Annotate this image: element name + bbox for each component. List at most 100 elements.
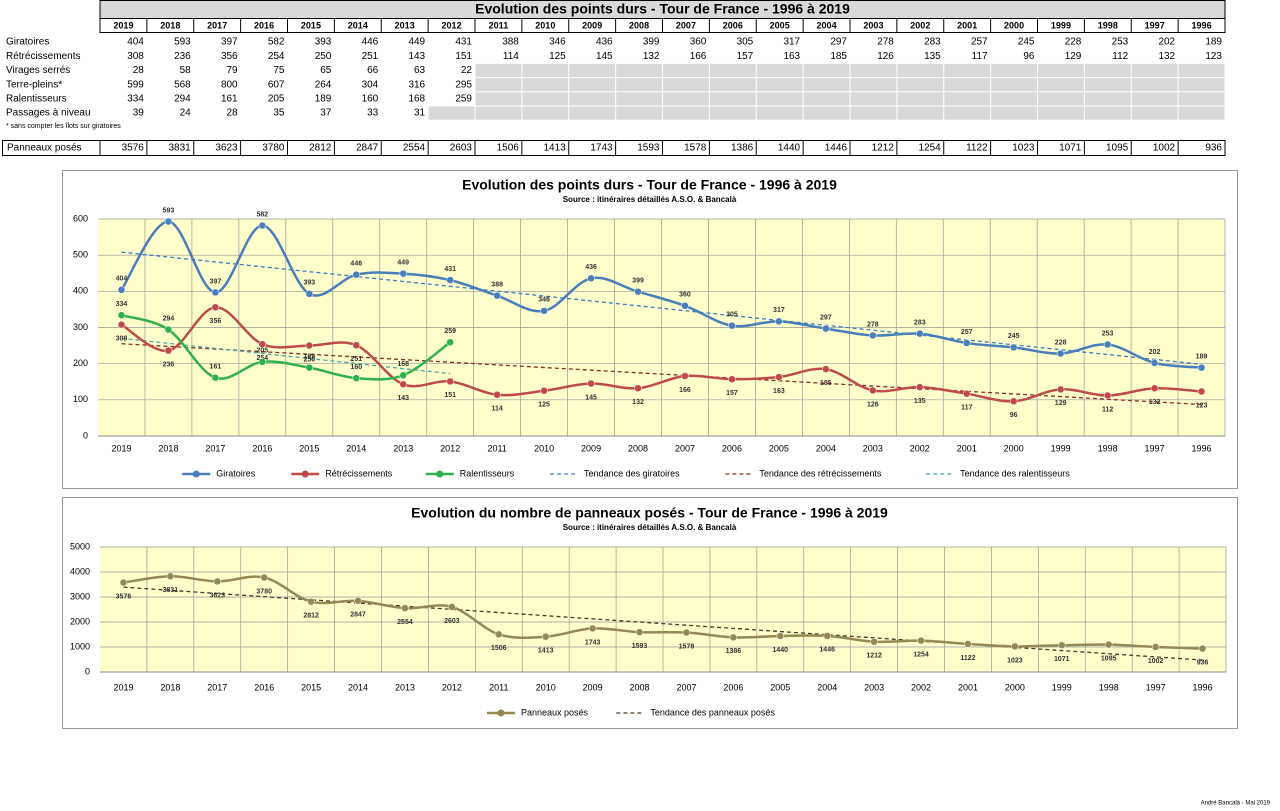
data-label: 125 [538,402,550,409]
point [117,311,126,319]
cell: 1743 [590,143,613,154]
empty-cell [1038,78,1084,92]
x-tick-label: 2005 [769,443,789,453]
cell: 1095 [1106,143,1129,154]
cell: 28 [227,108,239,119]
cell: 1578 [684,143,707,154]
cell: 1506 [497,143,520,154]
empty-cell [850,92,897,106]
cell: 123 [1205,51,1222,62]
data-label: 114 [491,406,502,413]
y-tick-label: 5000 [70,541,90,551]
x-tick-label: 1998 [1098,443,1118,453]
cell: 436 [596,37,613,48]
cell: 129 [1065,51,1082,62]
point [164,217,173,226]
data-label: 1440 [773,647,789,654]
data-label: 3576 [116,593,132,600]
year-header: 2016 [254,20,274,30]
cell: 39 [133,108,145,119]
cell: 63 [414,65,426,76]
footer: André Bancalà - Mai 2019 [1201,801,1271,807]
empty-cell [569,106,616,120]
cell: 151 [455,51,472,62]
table-note: * sans compter les îlots sur giratoires [6,123,121,130]
x-tick-label: 1996 [1192,443,1212,453]
cell: 1023 [1012,143,1035,154]
point [1150,384,1159,393]
data-label: 132 [1149,399,1161,406]
point [634,287,642,296]
data-label: 404 [116,276,128,283]
cell: 132 [643,51,660,62]
x-tick-label: 2016 [252,443,272,453]
point [1009,397,1018,406]
point [587,379,595,388]
data-label: 1386 [726,648,742,655]
cell: 334 [127,94,144,105]
x-tick-label: 2000 [1005,682,1025,692]
cell: 449 [408,37,425,48]
data-label: 135 [914,398,926,405]
point [916,383,924,391]
data-label: 202 [1149,349,1161,356]
row-label: Terre-pleins* [6,79,62,90]
point [352,374,361,382]
point [1058,641,1066,649]
point [728,321,736,330]
cell: 257 [971,37,988,48]
point [117,320,126,329]
year-header: 2013 [395,20,415,30]
empty-cell [1038,92,1084,106]
point [1104,640,1113,649]
x-tick-label: 2014 [348,682,368,692]
point [917,636,925,645]
empty-cell [1131,63,1178,78]
point [399,371,407,379]
cell: 168 [408,94,425,105]
data-label: 2603 [444,618,460,625]
data-label: 449 [397,259,409,266]
data-label: 132 [632,399,644,406]
point [869,386,877,395]
empty-cell [1178,92,1225,106]
data-label: 3831 [163,587,179,594]
cell: 1071 [1059,143,1082,154]
empty-cell [944,106,991,120]
data-label: 168 [397,361,409,368]
x-tick-label: 2002 [911,682,931,692]
empty-cell [709,92,756,106]
cell: 388 [502,37,519,48]
year-header: 1997 [1145,20,1165,30]
data-label: 123 [1196,402,1208,409]
legend-label: Tendance des rétrécissements [759,468,882,478]
data-label: 317 [773,307,785,314]
x-tick-label: 2006 [723,682,743,692]
cell: 2812 [309,143,332,154]
cell: 3623 [215,143,238,154]
data-label: 228 [1055,339,1067,346]
data-label: 2554 [397,619,413,626]
cell: 251 [362,51,379,62]
point [540,387,548,395]
cell: 189 [1205,37,1222,48]
data-label: 1446 [819,647,835,654]
point [1197,363,1206,372]
cell: 264 [315,79,332,90]
point [587,274,595,283]
point [1056,349,1065,358]
empty-cell [803,106,850,120]
empty-cell [616,92,662,106]
table-title: Evolution des points durs - Tour de Fran… [475,1,850,17]
empty-cell [1131,106,1178,120]
point [213,577,222,586]
empty-cell [475,78,522,92]
point [352,270,361,279]
data-label: 297 [820,314,832,321]
data-label: 1593 [632,643,648,650]
cell: 404 [127,37,144,48]
empty-cell [1084,63,1131,78]
point [258,340,267,348]
year-header: 2000 [1004,20,1024,30]
x-tick-label: 2006 [722,443,742,453]
